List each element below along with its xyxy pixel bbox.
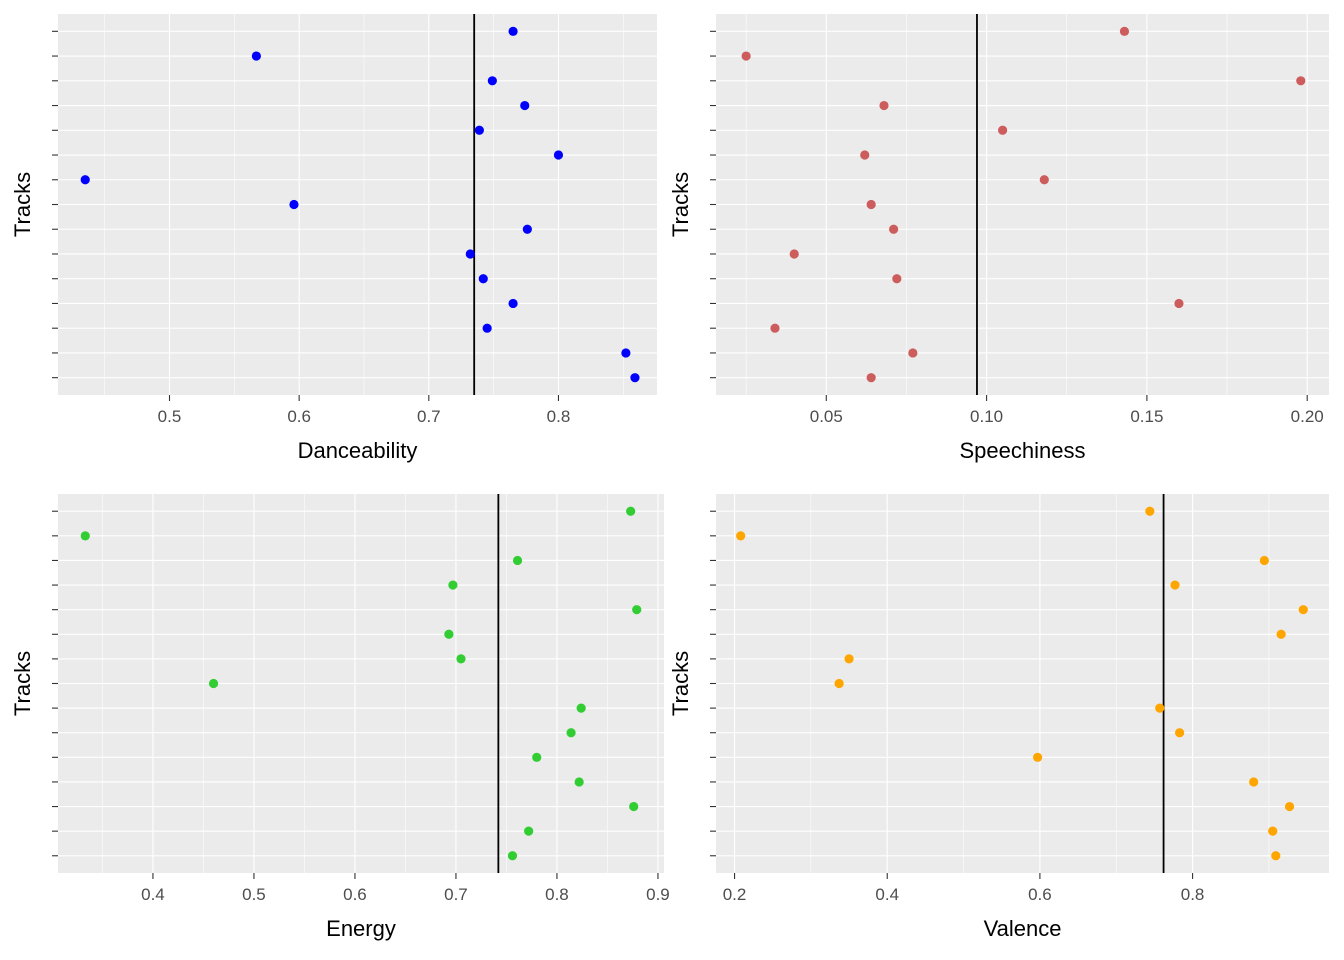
data-point: [466, 249, 475, 258]
x-tick-label: 0.8: [545, 885, 569, 904]
data-point: [575, 777, 584, 786]
data-point: [577, 704, 586, 713]
data-point: [626, 507, 635, 516]
data-point: [998, 126, 1007, 135]
data-point: [488, 76, 497, 85]
data-point: [790, 249, 799, 258]
x-tick-label: 0.6: [287, 407, 311, 426]
y-axis-title: Tracks: [10, 172, 35, 237]
data-point: [1249, 777, 1258, 786]
data-point: [621, 348, 630, 357]
x-tick-label: 0.8: [547, 407, 571, 426]
data-point: [483, 324, 492, 333]
data-point: [835, 679, 844, 688]
data-point: [867, 373, 876, 382]
x-tick-label: 0.6: [343, 885, 367, 904]
x-tick-label: 0.20: [1291, 407, 1324, 426]
data-point: [508, 851, 517, 860]
data-point: [448, 580, 457, 589]
x-tick-label: 0.4: [141, 885, 165, 904]
data-point: [479, 274, 488, 283]
data-point: [908, 348, 917, 357]
x-tick-label: 0.05: [810, 407, 843, 426]
data-point: [1155, 704, 1164, 713]
data-point: [523, 225, 532, 234]
data-point: [1145, 507, 1154, 516]
x-axis-title: Danceability: [298, 438, 418, 463]
panel-energy: 0.4 0.5 0.6 0.7 0.8 0.9 Energy Tracks: [10, 494, 670, 941]
data-point: [867, 200, 876, 209]
y-axis-title: Tracks: [668, 172, 693, 237]
data-point: [81, 531, 90, 540]
data-point: [1033, 753, 1042, 762]
data-point: [632, 605, 641, 614]
x-tick-label: 0.7: [444, 885, 468, 904]
data-point: [1296, 76, 1305, 85]
x-tick-label: 0.2: [723, 885, 747, 904]
data-point: [289, 200, 298, 209]
data-point: [860, 150, 869, 159]
x-tick-label: 0.5: [158, 407, 182, 426]
panel-valence: 0.2 0.4 0.6 0.8 Valence Tracks: [668, 494, 1329, 941]
data-point: [524, 827, 533, 836]
data-point: [532, 753, 541, 762]
x-axis-title: Valence: [984, 916, 1062, 941]
data-point: [81, 175, 90, 184]
data-point: [1260, 556, 1269, 565]
data-point: [1285, 802, 1294, 811]
data-point: [252, 51, 261, 60]
data-point: [770, 324, 779, 333]
panel-danceability: 0.5 0.6 0.7 0.8 Danceability Tracks: [10, 14, 657, 463]
panel-speechiness: 0.05 0.10 0.15 0.20 Speechiness Tracks: [668, 14, 1329, 463]
x-tick-label: 0.9: [646, 885, 670, 904]
data-point: [630, 373, 639, 382]
data-point: [1120, 27, 1129, 36]
data-point: [892, 274, 901, 283]
y-axis-title: Tracks: [10, 651, 35, 716]
data-point: [1170, 580, 1179, 589]
x-tick-label: 0.6: [1028, 885, 1052, 904]
data-point: [1040, 175, 1049, 184]
data-point: [1277, 630, 1286, 639]
data-point: [1268, 827, 1277, 836]
data-point: [889, 225, 898, 234]
x-axis-title: Energy: [326, 916, 396, 941]
data-point: [844, 654, 853, 663]
x-tick-label: 0.10: [970, 407, 1003, 426]
data-point: [1175, 728, 1184, 737]
data-point: [1299, 605, 1308, 614]
data-point: [736, 531, 745, 540]
data-point: [508, 27, 517, 36]
x-tick-label: 0.15: [1130, 407, 1163, 426]
data-point: [513, 556, 522, 565]
data-point: [520, 101, 529, 110]
x-tick-label: 0.8: [1181, 885, 1205, 904]
data-point: [629, 802, 638, 811]
data-point: [554, 150, 563, 159]
data-point: [742, 51, 751, 60]
data-point: [508, 299, 517, 308]
x-tick-label: 0.4: [875, 885, 899, 904]
data-point: [879, 101, 888, 110]
data-point: [566, 728, 575, 737]
x-axis-title: Speechiness: [960, 438, 1086, 463]
x-tick-label: 0.5: [242, 885, 266, 904]
data-point: [456, 654, 465, 663]
x-tick-label: 0.7: [417, 407, 441, 426]
data-point: [1174, 299, 1183, 308]
y-axis-title: Tracks: [668, 651, 693, 716]
data-point: [475, 126, 484, 135]
data-point: [1271, 851, 1280, 860]
data-point: [444, 630, 453, 639]
data-point: [209, 679, 218, 688]
